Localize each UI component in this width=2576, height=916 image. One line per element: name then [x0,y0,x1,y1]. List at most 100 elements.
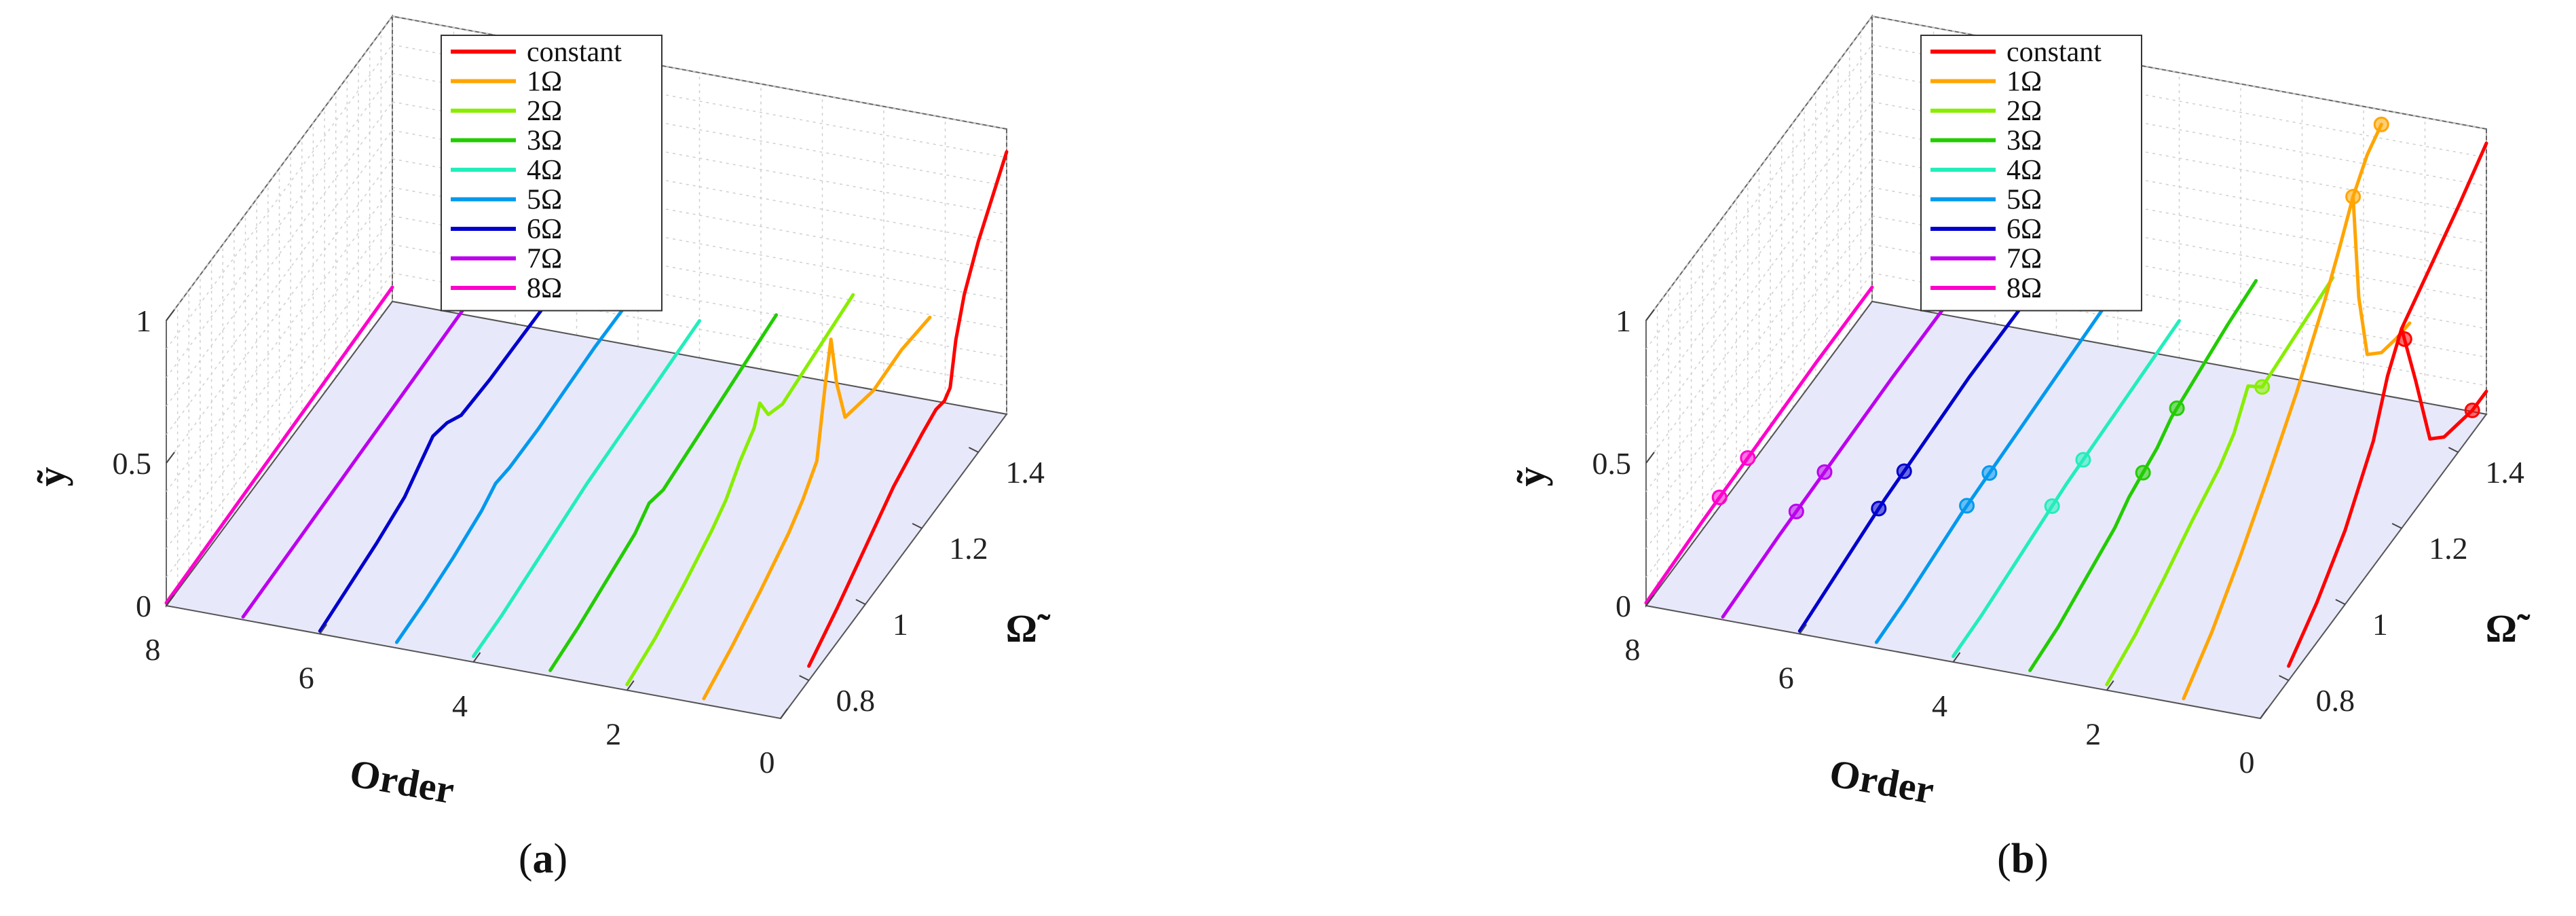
y-tick-mark [1645,452,1655,464]
omega-tick-mark [2279,675,2290,681]
marker-point [2373,116,2389,132]
marker-point [2075,452,2091,468]
y-tick-label: 1 [136,304,151,338]
order-tick-mark [1799,623,1808,635]
marker-point [1959,498,1975,514]
panel-b: 0 0.5 1 ỹ 0 2 4 6 8 Order 0.8 1 1.2 1.4 Ω̃ constant1Ω2Ω… [1509,14,2531,882]
order-tick-label: 0 [2239,745,2255,780]
legend-label: 7Ω [2006,244,2042,275]
legend-label: 8Ω [2006,273,2042,304]
grid-line [166,158,393,464]
omega-tick-label: 1 [2372,607,2388,642]
grid-line [166,215,393,521]
legend-label: constant [2006,37,2102,68]
y-tick-label: 1 [1616,304,1631,338]
order-tick-mark [780,708,788,719]
panel-caption: (a) [519,836,567,882]
marker-point [1981,465,1998,481]
y-tick-label: 0 [136,589,151,623]
grid-line [166,272,393,578]
marker-point [2044,498,2060,514]
order-tick-mark [1645,596,1654,606]
omega-tick-mark [912,523,922,529]
legend-label: 7Ω [527,244,562,275]
legend-label: 8Ω [527,273,562,304]
grid-line [166,130,393,435]
order-tick-mark [2106,680,2114,691]
legend-label: 5Ω [527,185,562,216]
legend-label: 6Ω [527,214,562,245]
order-tick-mark [1952,652,1961,663]
panel-a: 0 0.5 1 ỹ 0 2 4 6 8 Order 0.8 1 1.2 1.4 Ω̃ constant1Ω2Ω… [29,14,1051,882]
y-axis-label: ỹ [1509,467,1553,487]
marker-point [2464,402,2480,418]
y-tick-label: 0 [1616,589,1631,623]
series-line-4 [1952,318,2181,659]
grid-line [1645,44,1873,350]
omega-tick-label: 0.8 [2316,683,2355,718]
y-tick-label: 0.5 [1592,446,1632,481]
order-tick-label: 2 [2085,717,2101,752]
y-axis-label: ỹ [29,467,73,487]
grid-line [1645,16,1873,321]
marker-point [1816,464,1833,480]
grid-line [1645,244,1873,549]
omega-tick-mark [2448,447,2459,453]
marker-point [1896,463,1912,479]
series-line-8 [164,285,394,605]
order-tick-mark [626,680,635,691]
marker-point [2169,400,2185,416]
grid-line [166,73,393,378]
series-line-0 [2287,141,2488,668]
floor-plane [1645,300,2488,720]
order-tick-label: 6 [299,661,314,695]
grid-line [1645,101,1873,407]
marker-point [2396,331,2412,347]
marker-point [1788,503,1804,519]
grid-line [1645,158,1873,464]
y-tick-mark [1645,309,1655,321]
order-tick-label: 4 [1932,689,1947,723]
grid-line [166,244,393,549]
series-line-2 [625,293,855,686]
omega-tick-mark [855,599,866,605]
grid [166,16,1007,591]
series-line-1 [2182,122,2383,701]
series-line-6 [1797,299,2028,633]
marker-point [2254,379,2271,395]
panel-caption: (b) [1997,836,2049,882]
order-tick-label: 4 [452,689,468,723]
omega-axis-label: Ω̃ [1006,606,1051,651]
omega-tick-mark [2335,599,2346,605]
legend-label: 3Ω [527,126,562,157]
omega-tick-label: 1.4 [2485,455,2524,490]
y-tick-mark [166,309,175,321]
grid-line [1645,73,1873,378]
order-tick-label: 8 [145,632,161,667]
order-tick-mark [319,623,328,635]
grid-line [1645,215,1873,521]
marker-point [2135,464,2151,481]
grid-line [1645,272,1873,578]
omega-tick-label: 0.8 [836,683,876,718]
legend-label: 3Ω [2006,126,2042,157]
order-tick-mark [2260,708,2268,719]
series-line-1 [702,315,932,701]
series-line-8 [1644,285,1874,605]
omega-axis-label: Ω̃ [2486,606,2531,651]
order-tick-mark [472,652,481,663]
order-tick-mark [166,596,174,606]
series-line-0 [807,150,1009,668]
order-tick-label: 2 [605,717,621,752]
grid-line [1645,130,1873,435]
legend-label: 4Ω [2006,155,2042,186]
order-tick-label: 8 [1625,632,1641,667]
series-line-7 [1721,299,1951,619]
marker-point [1871,500,1887,517]
grid-line [166,101,393,407]
order-axis-label: Order [1827,750,1938,812]
y-tick-mark [166,452,175,464]
omega-tick-label: 1 [893,607,908,642]
